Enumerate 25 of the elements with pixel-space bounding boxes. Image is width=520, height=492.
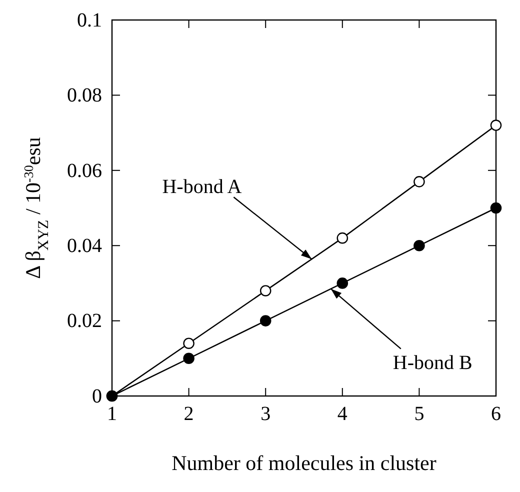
x-tick-label: 5	[414, 403, 424, 426]
annotation: H-bond A	[162, 176, 242, 198]
y-tick-label: 0.02	[67, 310, 102, 332]
x-tick-label: 2	[184, 403, 194, 426]
y-tick-label: 0.04	[67, 235, 102, 257]
point	[414, 240, 425, 252]
annotation: H-bond B	[392, 352, 472, 374]
y-tick-label: 0.1	[77, 9, 102, 32]
point	[183, 338, 194, 349]
point	[183, 352, 194, 364]
x-tick-label: 1	[107, 403, 117, 426]
x-tick-label: 6	[491, 403, 501, 426]
x-tick-label: 4	[337, 403, 348, 426]
point	[260, 285, 272, 296]
point	[414, 176, 425, 188]
point	[490, 120, 502, 131]
point	[260, 315, 272, 326]
y-tick-label: 0.08	[67, 84, 102, 107]
x-tick-label: 3	[260, 403, 271, 426]
y-tick-label: 0.06	[67, 160, 102, 182]
x-axis-title: Number of molecules in cluster	[172, 451, 436, 475]
point	[336, 278, 348, 289]
y-tick-label: 0	[92, 385, 102, 408]
point	[336, 232, 348, 244]
point	[490, 202, 502, 214]
